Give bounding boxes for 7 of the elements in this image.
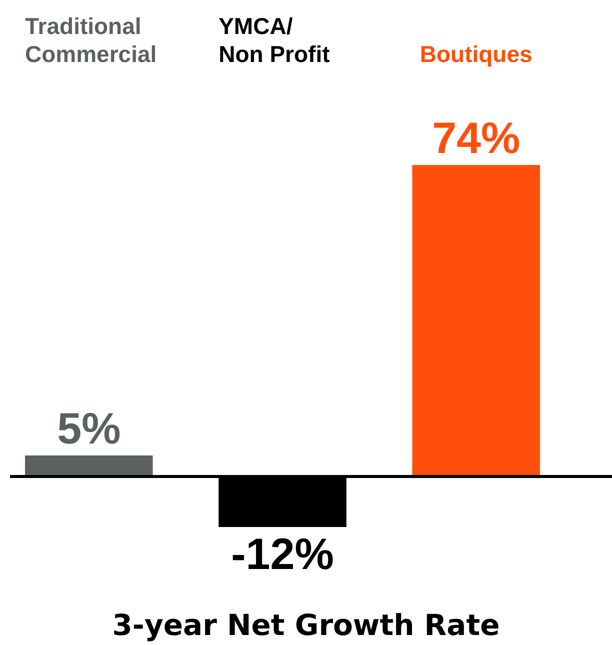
- data-label: 5%: [57, 404, 121, 454]
- x-axis-title: 3-year Net Growth Rate: [112, 608, 500, 642]
- data-label: 74%: [432, 114, 520, 163]
- x-tick-label: YMCA/ Non Profit: [218, 13, 330, 67]
- data-label: -12%: [231, 530, 334, 579]
- x-tick-label: Boutiques: [420, 41, 532, 67]
- x-tick-label: Traditional Commercial: [25, 13, 157, 67]
